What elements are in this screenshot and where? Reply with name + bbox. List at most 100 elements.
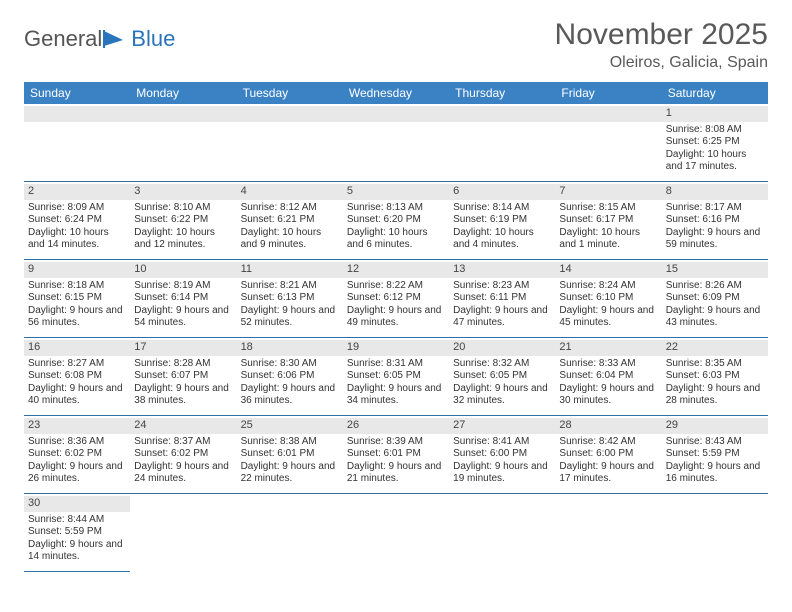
weekday-header: Tuesday — [237, 82, 343, 104]
sunrise-line: Sunrise: 8:39 AM — [347, 436, 445, 449]
day-number: 4 — [237, 184, 343, 200]
day-number: 25 — [237, 418, 343, 434]
day-number-empty — [343, 106, 449, 122]
day-number: 9 — [24, 262, 130, 278]
day-number: 14 — [555, 262, 661, 278]
daylight-line: Daylight: 10 hours and 12 minutes. — [134, 227, 232, 252]
sunset-line: Sunset: 5:59 PM — [666, 448, 764, 461]
calendar: SundayMondayTuesdayWednesdayThursdayFrid… — [24, 82, 768, 572]
daylight-line: Daylight: 9 hours and 49 minutes. — [347, 305, 445, 330]
sunset-line: Sunset: 6:21 PM — [241, 214, 339, 227]
calendar-cell: 1Sunrise: 8:08 AMSunset: 6:25 PMDaylight… — [662, 104, 768, 182]
sunrise-line: Sunrise: 8:09 AM — [28, 202, 126, 215]
calendar-cell: 19Sunrise: 8:31 AMSunset: 6:05 PMDayligh… — [343, 338, 449, 416]
sunrise-line: Sunrise: 8:17 AM — [666, 202, 764, 215]
sunset-line: Sunset: 6:13 PM — [241, 292, 339, 305]
sunrise-line: Sunrise: 8:41 AM — [453, 436, 551, 449]
daylight-line: Daylight: 9 hours and 17 minutes. — [559, 461, 657, 486]
sunrise-line: Sunrise: 8:27 AM — [28, 358, 126, 371]
calendar-cell: 22Sunrise: 8:35 AMSunset: 6:03 PMDayligh… — [662, 338, 768, 416]
sunrise-line: Sunrise: 8:38 AM — [241, 436, 339, 449]
day-number: 24 — [130, 418, 236, 434]
logo: General Blue — [24, 26, 175, 52]
daylight-line: Daylight: 10 hours and 14 minutes. — [28, 227, 126, 252]
day-number: 23 — [24, 418, 130, 434]
sunrise-line: Sunrise: 8:10 AM — [134, 202, 232, 215]
daylight-line: Daylight: 10 hours and 4 minutes. — [453, 227, 551, 252]
daylight-line: Daylight: 10 hours and 6 minutes. — [347, 227, 445, 252]
sunset-line: Sunset: 6:15 PM — [28, 292, 126, 305]
day-number: 18 — [237, 340, 343, 356]
calendar-cell: 16 Sunrise: 8:27 AMSunset: 6:08 PMDayligh… — [24, 338, 130, 416]
sunset-line: Sunset: 6:08 PM — [28, 370, 126, 383]
calendar-cell: 5Sunrise: 8:13 AMSunset: 6:20 PMDaylight… — [343, 182, 449, 260]
calendar-cell: 28Sunrise: 8:42 AMSunset: 6:00 PMDayligh… — [555, 416, 661, 494]
daylight-line: Daylight: 9 hours and 21 minutes. — [347, 461, 445, 486]
sunset-line: Sunset: 6:17 PM — [559, 214, 657, 227]
sunrise-line: Sunrise: 8:14 AM — [453, 202, 551, 215]
calendar-cell: 8Sunrise: 8:17 AMSunset: 6:16 PMDaylight… — [662, 182, 768, 260]
daylight-line: Daylight: 9 hours and 36 minutes. — [241, 383, 339, 408]
day-number: 8 — [662, 184, 768, 200]
calendar-cell: 25Sunrise: 8:38 AMSunset: 6:01 PMDayligh… — [237, 416, 343, 494]
logo-text-1: General — [24, 26, 102, 52]
day-number: 26 — [343, 418, 449, 434]
calendar-cell — [449, 104, 555, 182]
calendar-cell — [343, 494, 449, 572]
sunset-line: Sunset: 6:12 PM — [347, 292, 445, 305]
day-number: 16 — [24, 340, 130, 356]
calendar-cell: 4 Sunrise: 8:12 AMSunset: 6:21 PMDaylight… — [237, 182, 343, 260]
calendar-cell: 17Sunrise: 8:28 AMSunset: 6:07 PMDayligh… — [130, 338, 236, 416]
sunset-line: Sunset: 6:01 PM — [241, 448, 339, 461]
month-title: November 2025 — [555, 18, 768, 52]
sunset-line: Sunset: 6:16 PM — [666, 214, 764, 227]
day-number: 29 — [662, 418, 768, 434]
daylight-line: Daylight: 10 hours and 9 minutes. — [241, 227, 339, 252]
day-number: 19 — [343, 340, 449, 356]
day-number: 2 — [24, 184, 130, 200]
daylight-line: Daylight: 9 hours and 47 minutes. — [453, 305, 551, 330]
calendar-cell: 2Sunrise: 8:09 AMSunset: 6:24 PMDaylight… — [24, 182, 130, 260]
sunrise-line: Sunrise: 8:28 AM — [134, 358, 232, 371]
day-number: 27 — [449, 418, 555, 434]
daylight-line: Daylight: 10 hours and 17 minutes. — [666, 149, 764, 174]
daylight-line: Daylight: 9 hours and 32 minutes. — [453, 383, 551, 408]
sunrise-line: Sunrise: 8:12 AM — [241, 202, 339, 215]
day-number-empty — [449, 106, 555, 122]
sunrise-line: Sunrise: 8:21 AM — [241, 280, 339, 293]
daylight-line: Daylight: 9 hours and 40 minutes. — [28, 383, 126, 408]
sunset-line: Sunset: 6:05 PM — [453, 370, 551, 383]
day-number: 10 — [130, 262, 236, 278]
daylight-line: Daylight: 9 hours and 19 minutes. — [453, 461, 551, 486]
weekday-header-row: SundayMondayTuesdayWednesdayThursdayFrid… — [24, 82, 768, 104]
daylight-line: Daylight: 9 hours and 52 minutes. — [241, 305, 339, 330]
sunrise-line: Sunrise: 8:30 AM — [241, 358, 339, 371]
daylight-line: Daylight: 9 hours and 28 minutes. — [666, 383, 764, 408]
sunset-line: Sunset: 6:25 PM — [666, 136, 764, 149]
day-number: 7 — [555, 184, 661, 200]
day-number: 20 — [449, 340, 555, 356]
daylight-line: Daylight: 9 hours and 30 minutes. — [559, 383, 657, 408]
day-number: 17 — [130, 340, 236, 356]
calendar-cell: 18Sunrise: 8:30 AMSunset: 6:06 PMDayligh… — [237, 338, 343, 416]
sunrise-line: Sunrise: 8:08 AM — [666, 124, 764, 137]
title-block: November 2025 Oleiros, Galicia, Spain — [555, 18, 768, 72]
day-number: 6 — [449, 184, 555, 200]
weekday-header: Thursday — [449, 82, 555, 104]
day-number-empty — [555, 106, 661, 122]
calendar-cell: 13Sunrise: 8:23 AMSunset: 6:11 PMDayligh… — [449, 260, 555, 338]
calendar-cell: 6Sunrise: 8:14 AMSunset: 6:19 PMDaylight… — [449, 182, 555, 260]
day-number-empty — [24, 106, 130, 122]
day-number: 11 — [237, 262, 343, 278]
sunset-line: Sunset: 6:07 PM — [134, 370, 232, 383]
day-number: 12 — [343, 262, 449, 278]
calendar-cell — [555, 494, 661, 572]
calendar-cell: 11 Sunrise: 8:21 AMSunset: 6:13 PMDayligh… — [237, 260, 343, 338]
daylight-line: Daylight: 9 hours and 14 minutes. — [28, 539, 126, 564]
sunrise-line: Sunrise: 8:37 AM — [134, 436, 232, 449]
sunrise-line: Sunrise: 8:22 AM — [347, 280, 445, 293]
day-number: 28 — [555, 418, 661, 434]
day-number: 5 — [343, 184, 449, 200]
day-number-empty — [130, 106, 236, 122]
sunset-line: Sunset: 6:11 PM — [453, 292, 551, 305]
